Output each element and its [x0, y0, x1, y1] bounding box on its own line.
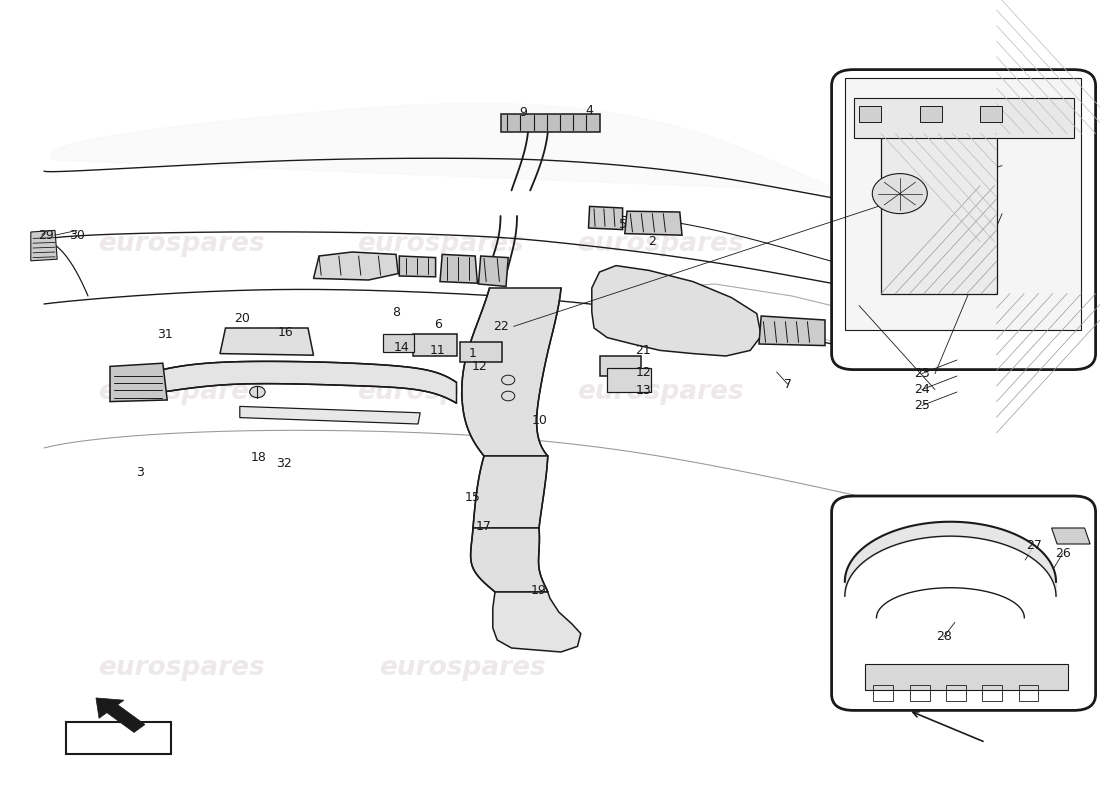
Circle shape: [502, 375, 515, 385]
Polygon shape: [473, 456, 548, 528]
Bar: [982, 685, 1002, 701]
Bar: [412, 334, 456, 356]
Bar: [845, 78, 1081, 330]
Text: 23: 23: [914, 367, 929, 380]
Bar: [946, 685, 966, 701]
Text: 11: 11: [430, 344, 446, 357]
Text: 26: 26: [1055, 547, 1070, 560]
Polygon shape: [493, 592, 581, 652]
Text: 21: 21: [636, 344, 651, 357]
Bar: [383, 334, 414, 352]
Polygon shape: [471, 528, 548, 592]
Text: 10: 10: [532, 414, 548, 426]
Bar: [910, 685, 930, 701]
Text: 22: 22: [493, 320, 508, 333]
Text: 4: 4: [585, 104, 594, 117]
Polygon shape: [592, 266, 761, 356]
Circle shape: [872, 174, 927, 214]
Bar: [873, 685, 893, 701]
Text: eurospares: eurospares: [98, 231, 265, 257]
Polygon shape: [96, 698, 145, 733]
Polygon shape: [240, 406, 420, 424]
Bar: [920, 106, 942, 122]
Text: 31: 31: [157, 328, 173, 341]
Text: 12: 12: [472, 360, 487, 373]
Text: 27: 27: [1026, 539, 1042, 552]
Text: 8: 8: [392, 306, 400, 318]
Circle shape: [250, 386, 265, 398]
Text: 13: 13: [636, 384, 651, 397]
Text: 5: 5: [618, 218, 627, 230]
Polygon shape: [759, 316, 825, 346]
Text: 12: 12: [636, 366, 651, 379]
Polygon shape: [865, 664, 1068, 690]
Bar: [66, 722, 170, 754]
Text: eurospares: eurospares: [576, 379, 744, 405]
FancyBboxPatch shape: [832, 70, 1096, 370]
Text: 19: 19: [531, 584, 547, 597]
Polygon shape: [462, 288, 561, 456]
Text: eurospares: eurospares: [378, 655, 546, 681]
Polygon shape: [220, 328, 313, 355]
Text: 7: 7: [783, 378, 792, 390]
Text: 17: 17: [476, 520, 492, 533]
Polygon shape: [1052, 528, 1090, 544]
Polygon shape: [440, 254, 477, 283]
Polygon shape: [625, 211, 682, 235]
Polygon shape: [478, 256, 508, 286]
Text: 24: 24: [914, 383, 929, 396]
Polygon shape: [51, 103, 847, 192]
Text: eurospares: eurospares: [356, 231, 524, 257]
Text: 32: 32: [276, 457, 292, 470]
Bar: [859, 106, 881, 122]
Bar: [854, 98, 1074, 138]
Text: 15: 15: [465, 491, 481, 504]
Bar: [1019, 685, 1038, 701]
FancyBboxPatch shape: [832, 496, 1096, 710]
Text: 20: 20: [234, 312, 250, 325]
Bar: [600, 356, 641, 376]
Polygon shape: [110, 363, 167, 402]
Bar: [460, 342, 502, 362]
Bar: [607, 368, 651, 392]
Polygon shape: [314, 252, 398, 280]
Text: 16: 16: [278, 326, 294, 339]
Text: 2: 2: [648, 235, 657, 248]
Text: eurospares: eurospares: [98, 379, 265, 405]
Text: eurospares: eurospares: [356, 379, 524, 405]
Bar: [881, 134, 997, 294]
Text: 3: 3: [135, 466, 144, 478]
Text: 6: 6: [433, 318, 442, 330]
Text: 18: 18: [251, 451, 266, 464]
Text: 14: 14: [394, 341, 409, 354]
Text: eurospares: eurospares: [576, 231, 744, 257]
Text: 29: 29: [39, 229, 54, 242]
Polygon shape: [500, 114, 600, 132]
Text: 30: 30: [69, 229, 85, 242]
Polygon shape: [588, 206, 623, 230]
Text: eurospares: eurospares: [98, 655, 265, 681]
Text: 1: 1: [469, 347, 477, 360]
Polygon shape: [163, 362, 456, 403]
Polygon shape: [31, 230, 57, 261]
Circle shape: [502, 391, 515, 401]
Polygon shape: [399, 256, 436, 277]
Text: 25: 25: [914, 399, 929, 412]
Text: 28: 28: [936, 630, 952, 643]
Bar: [980, 106, 1002, 122]
Text: 9: 9: [519, 106, 528, 118]
